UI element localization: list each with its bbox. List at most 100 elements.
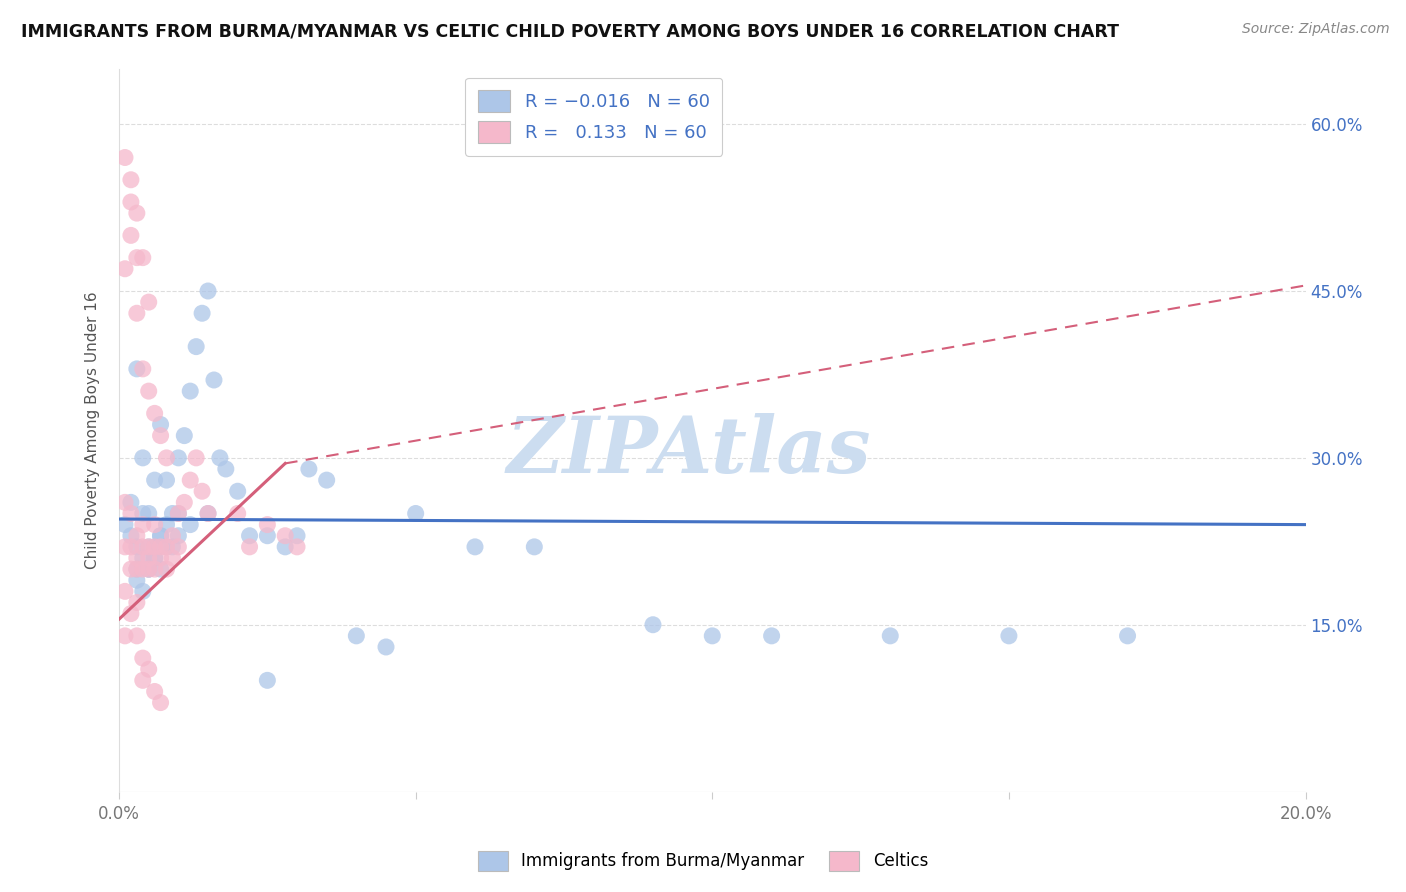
Point [143, 551, 166, 566]
Point [405, 507, 427, 521]
Point [464, 540, 486, 554]
Point [143, 406, 166, 420]
Point [173, 495, 195, 509]
Point [125, 529, 148, 543]
Point [143, 473, 166, 487]
Point [167, 507, 190, 521]
Point [173, 428, 195, 442]
Point [208, 450, 231, 465]
Point [149, 428, 172, 442]
Point [523, 540, 546, 554]
Point [162, 551, 184, 566]
Point [155, 450, 177, 465]
Point [167, 450, 190, 465]
Point [167, 529, 190, 543]
Point [125, 551, 148, 566]
Point [143, 562, 166, 576]
Point [315, 473, 337, 487]
Point [179, 473, 201, 487]
Point [132, 251, 155, 265]
Point [132, 584, 155, 599]
Point [162, 529, 184, 543]
Point [138, 540, 160, 554]
Point [120, 607, 142, 621]
Legend: R = −0.016   N = 60, R =   0.133   N = 60: R = −0.016 N = 60, R = 0.133 N = 60 [465, 78, 723, 156]
Point [138, 551, 160, 566]
Point [143, 540, 166, 554]
Point [285, 529, 308, 543]
Point [143, 540, 166, 554]
Point [114, 540, 136, 554]
Point [132, 562, 155, 576]
Point [149, 696, 172, 710]
Point [143, 551, 166, 566]
Point [114, 495, 136, 509]
Point [238, 540, 260, 554]
Point [641, 617, 664, 632]
Point [132, 450, 155, 465]
Point [197, 507, 219, 521]
Point [138, 562, 160, 576]
Point [132, 507, 155, 521]
Point [138, 384, 160, 398]
Point [143, 517, 166, 532]
Point [197, 507, 219, 521]
Point [132, 651, 155, 665]
Point [702, 629, 724, 643]
Point [226, 484, 249, 499]
Point [114, 629, 136, 643]
Point [155, 473, 177, 487]
Point [879, 629, 901, 643]
Point [114, 261, 136, 276]
Point [155, 540, 177, 554]
Point [125, 540, 148, 554]
Point [162, 540, 184, 554]
Point [285, 540, 308, 554]
Text: ZIPAtlas: ZIPAtlas [506, 414, 870, 490]
Point [120, 495, 142, 509]
Y-axis label: Child Poverty Among Boys Under 16: Child Poverty Among Boys Under 16 [86, 292, 100, 569]
Point [238, 529, 260, 543]
Point [167, 507, 190, 521]
Point [138, 507, 160, 521]
Point [998, 629, 1021, 643]
Point [256, 517, 278, 532]
Point [125, 562, 148, 576]
Point [125, 306, 148, 320]
Point [162, 507, 184, 521]
Point [132, 362, 155, 376]
Point [125, 595, 148, 609]
Point [298, 462, 321, 476]
Point [138, 540, 160, 554]
Point [138, 662, 160, 676]
Point [132, 517, 155, 532]
Point [138, 295, 160, 310]
Point [179, 384, 201, 398]
Point [149, 529, 172, 543]
Point [191, 306, 214, 320]
Point [215, 462, 238, 476]
Point [120, 173, 142, 187]
Point [114, 584, 136, 599]
Point [761, 629, 783, 643]
Point [138, 562, 160, 576]
Point [197, 284, 219, 298]
Point [125, 251, 148, 265]
Point [226, 507, 249, 521]
Point [274, 529, 297, 543]
Point [191, 484, 214, 499]
Point [120, 540, 142, 554]
Point [186, 340, 208, 354]
Point [132, 551, 155, 566]
Point [114, 151, 136, 165]
Point [120, 194, 142, 209]
Point [202, 373, 225, 387]
Point [274, 540, 297, 554]
Point [1116, 629, 1139, 643]
Point [179, 517, 201, 532]
Point [125, 573, 148, 587]
Point [256, 529, 278, 543]
Point [149, 540, 172, 554]
Point [120, 529, 142, 543]
Point [149, 551, 172, 566]
